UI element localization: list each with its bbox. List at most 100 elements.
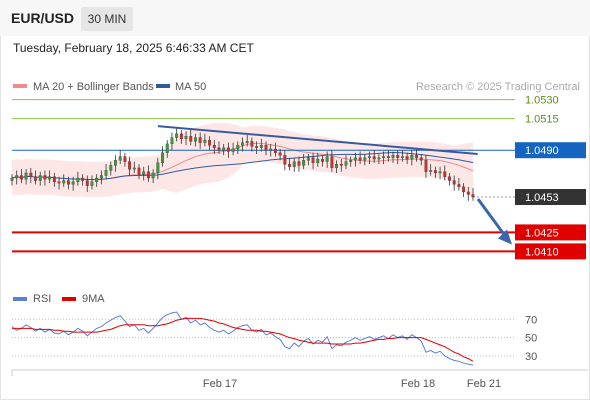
level-label: 1.0530 [525,95,559,107]
candle [19,175,23,180]
candle [222,147,226,151]
candle [410,155,414,160]
candle [349,160,353,162]
candle [358,157,362,161]
candle [466,191,470,195]
chart-header: EUR/USD 30 MIN [0,0,590,36]
symbol-title: EUR/USD [11,10,75,26]
candle [335,163,339,169]
candle [146,171,150,179]
candle [283,155,287,165]
candle [396,155,400,158]
rsi-line [11,311,474,366]
candle [57,181,61,184]
level-tag [515,189,586,205]
candle [198,137,202,143]
legend-swatch-ma20 [13,84,27,88]
candle [142,171,146,175]
candle [433,170,437,174]
candle [99,175,103,179]
candle [438,171,442,174]
candle [90,181,94,186]
candle [368,156,371,158]
candle [471,194,475,198]
candle [170,137,174,145]
candle [415,155,418,158]
candle [24,172,28,180]
candle [34,176,37,181]
timeframe-button[interactable]: 30 MIN [81,7,133,31]
forecast-arrow-head [498,229,512,245]
candle [175,133,179,138]
candle [339,163,343,166]
candle [259,144,263,148]
candle [62,180,66,184]
candle [217,147,221,151]
candle [226,147,230,152]
rsi-tick-label: 70 [525,314,537,326]
candle [372,156,376,160]
candle [457,184,461,188]
legend-swatch-9ma [62,297,76,301]
candle [128,161,132,170]
candle [184,136,188,139]
level-label: 1.0515 [525,114,559,126]
candle [443,171,447,177]
forecast-arrow [476,198,509,240]
candle [429,170,433,172]
trendline [157,125,478,155]
ma50-line [11,151,474,181]
candle [400,156,404,158]
candle [156,162,160,174]
candle [208,139,212,146]
candle [179,133,183,139]
candle [462,186,466,193]
candle [118,156,122,161]
candle [212,144,216,148]
candle [386,156,390,158]
candle [452,180,456,185]
candle [255,146,259,148]
candle [377,157,381,160]
candle [330,156,334,169]
candle [10,177,14,181]
candle [391,155,395,158]
level-label: 1.0425 [525,227,559,239]
candle [382,156,386,158]
candle [123,156,127,162]
level-tag [515,142,586,159]
rsi-tick-label: 50 [525,333,537,345]
legend-swatch-rsi [13,297,27,301]
candle [29,172,33,177]
candle [241,142,244,146]
candle [273,148,277,153]
candle [363,157,367,161]
candle [104,170,108,176]
candle [52,176,56,182]
candle [43,175,47,180]
rsi-9ma-line [12,317,474,362]
candle [297,161,301,166]
candle [203,139,207,143]
candle [137,167,141,175]
candle [231,148,235,152]
level-tag [515,243,586,260]
candle [165,143,169,153]
time-tick-label: Feb 17 [203,378,237,390]
candle [306,157,310,161]
candle [325,156,329,162]
candle [250,141,254,147]
candle [292,161,296,167]
candle [236,144,240,150]
chart-datetime: Tuesday, February 18, 2025 6:46:33 AM CE… [13,41,254,55]
candle [424,160,428,172]
legend-label-rsi: RSI [33,293,51,305]
candle [95,177,99,182]
candle [76,177,80,182]
candle [48,176,52,180]
candle [109,165,113,171]
candle [405,156,409,160]
candle [132,167,136,170]
candle [269,148,273,151]
